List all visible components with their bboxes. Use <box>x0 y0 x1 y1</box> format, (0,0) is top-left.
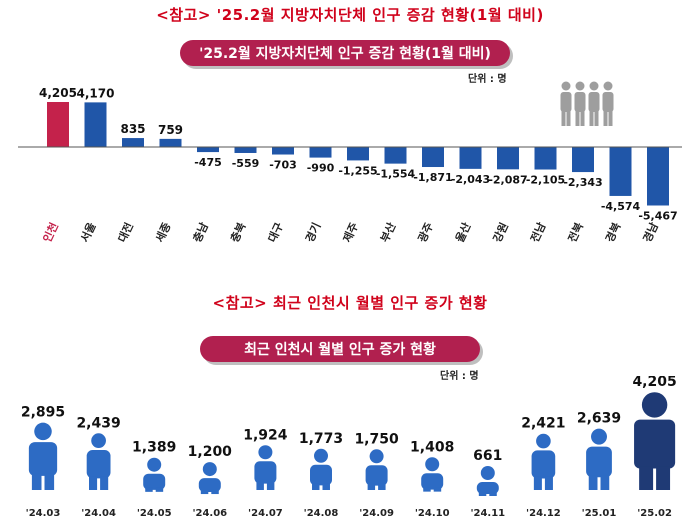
person-bar-'24.10 <box>421 457 444 492</box>
value-label: 1,200 <box>188 444 233 460</box>
incheon-monthly-chart: 2,895 2,439 1,389 1,200 1,924 1,773 1,750 1,408… <box>21 376 677 519</box>
bar-충북 <box>234 147 257 153</box>
value-label: 1,773 <box>299 431 343 447</box>
value-label: -475 <box>194 156 222 169</box>
month-label: '24.10 <box>415 508 450 519</box>
bar-경북 <box>609 147 632 196</box>
value-label: -1,554 <box>376 168 416 181</box>
value-label: 835 <box>120 122 145 136</box>
section2-heading: <참고> 최근 인천시 월별 인구 증가 현황 <box>212 294 488 312</box>
category-label: 대전 <box>115 220 136 244</box>
value-label: -2,105 <box>526 174 565 187</box>
value-label: -2,343 <box>563 176 602 189</box>
value-label: 4,205 <box>39 86 77 100</box>
month-label: '24.04 <box>81 508 116 519</box>
bar-전남 <box>534 147 557 170</box>
category-label: 부산 <box>377 220 398 244</box>
month-label: '25.02 <box>637 508 672 519</box>
section2-unit: 단위 : 명 <box>440 371 479 382</box>
category-label: 전북 <box>565 220 586 244</box>
bar-세종 <box>159 138 182 147</box>
value-label: -559 <box>232 157 260 170</box>
person-bar-'24.12 <box>531 433 556 490</box>
category-label: 경남 <box>640 220 661 244</box>
value-label: 2,895 <box>21 405 65 421</box>
category-label: 전남 <box>527 220 548 244</box>
value-label: -1,871 <box>413 171 452 184</box>
value-label: 2,639 <box>577 411 621 427</box>
person-bar-'24.03 <box>28 422 58 490</box>
person-bar-'24.11 <box>476 466 499 496</box>
people-icon <box>560 81 614 126</box>
category-label: 경기 <box>302 220 323 244</box>
month-label: '24.12 <box>526 508 561 519</box>
bar-전북 <box>572 147 594 173</box>
bar-경남 <box>647 147 669 206</box>
category-label: 대구 <box>265 220 286 244</box>
bar-울산 <box>459 147 482 169</box>
value-label: 1,389 <box>132 440 176 456</box>
month-label: '24.09 <box>359 508 394 519</box>
category-label: 제주 <box>340 220 361 244</box>
month-label: '24.06 <box>192 508 227 519</box>
bar-대구 <box>272 147 294 155</box>
person-bar-'24.09 <box>365 449 388 490</box>
value-label: 4,205 <box>632 376 676 390</box>
bar-강원 <box>497 147 519 170</box>
month-label: '24.08 <box>304 508 339 519</box>
category-label: 울산 <box>452 220 473 244</box>
bar-충남 <box>197 147 219 153</box>
person-bar-'24.06 <box>198 462 221 495</box>
value-label: 2,439 <box>76 415 120 431</box>
bar-제주 <box>347 147 369 161</box>
bar-광주 <box>422 147 444 168</box>
person-bar-'25.02 <box>634 392 676 490</box>
category-label: 광주 <box>416 221 436 245</box>
person-bar-'24.08 <box>310 448 332 490</box>
value-label: -4,574 <box>601 200 641 213</box>
category-label: 인천 <box>40 220 61 244</box>
month-label: '24.07 <box>248 508 283 519</box>
value-label: 2,421 <box>521 416 565 432</box>
value-label: 1,408 <box>410 439 454 455</box>
value-label: 1,750 <box>354 431 399 447</box>
section1-unit: 단위 : 명 <box>468 74 507 85</box>
month-label: '24.11 <box>470 508 505 519</box>
section1-heading: <참고> '25.2월 지방자치단체 인구 증감 현황(1월 대비) <box>156 6 544 24</box>
bar-대전 <box>122 138 144 147</box>
bar-부산 <box>384 147 407 164</box>
value-label: -1,255 <box>338 164 377 177</box>
category-label: 세종 <box>152 220 173 244</box>
category-label: 충남 <box>190 220 211 244</box>
person-bar-'25.01 <box>586 428 612 490</box>
month-label: '25.01 <box>582 508 617 519</box>
person-bar-'24.05 <box>143 457 166 492</box>
section1-title-pill: '25.2월 지방자치단체 인구 증감 현황(1월 대비) <box>180 40 510 66</box>
bar-인천 <box>47 102 69 147</box>
value-label: 661 <box>473 448 502 464</box>
value-label: 4,170 <box>77 86 115 100</box>
person-bar-'24.04 <box>86 433 111 490</box>
value-label: 1,924 <box>243 427 288 443</box>
value-label: -2,043 <box>451 173 490 186</box>
value-label: -5,467 <box>638 209 677 222</box>
value-label: -703 <box>269 159 297 172</box>
bar-경기 <box>309 147 332 158</box>
section2-title-pill: 최근 인천시 월별 인구 증가 현황 <box>200 336 480 362</box>
value-label: -2,087 <box>488 173 527 186</box>
category-label: 경북 <box>602 220 623 244</box>
month-label: '24.03 <box>26 508 61 519</box>
month-label: '24.05 <box>137 508 172 519</box>
person-bar-'24.07 <box>254 445 277 490</box>
value-label: 759 <box>158 123 183 137</box>
category-label: 강원 <box>490 220 511 244</box>
category-label: 충북 <box>227 220 248 244</box>
bar-서울 <box>84 102 107 147</box>
value-label: -990 <box>307 162 335 175</box>
category-label: 서울 <box>77 220 98 244</box>
